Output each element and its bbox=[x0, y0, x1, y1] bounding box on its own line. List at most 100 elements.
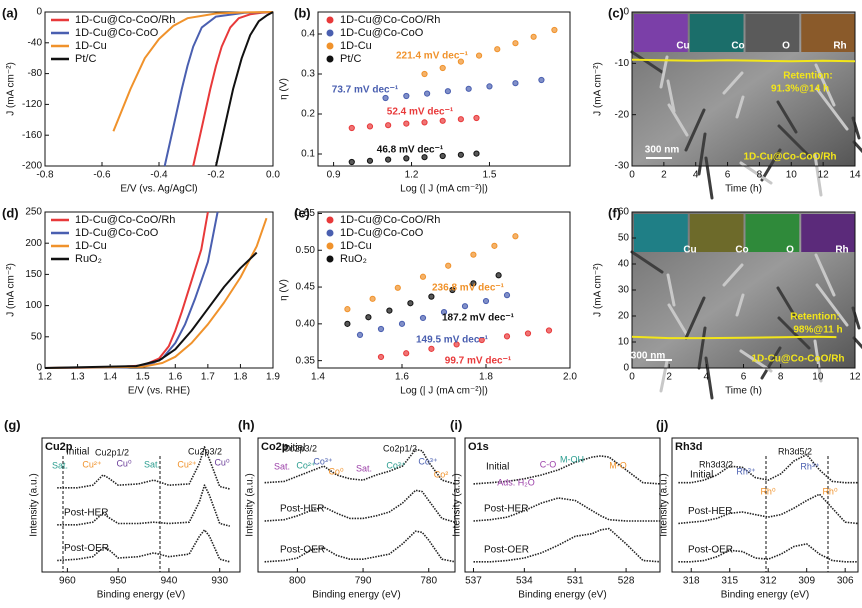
annotation: Co⁰ bbox=[328, 466, 344, 476]
data-point bbox=[530, 33, 537, 40]
sem-texture bbox=[813, 153, 823, 197]
sem-texture bbox=[659, 359, 669, 393]
x-tick-label: 1.5 bbox=[136, 372, 150, 383]
data-point bbox=[428, 293, 435, 300]
x-tick-label: 0.9 bbox=[327, 170, 341, 181]
eds-map bbox=[634, 14, 688, 52]
spectrum bbox=[678, 493, 859, 525]
spectrum bbox=[678, 453, 858, 484]
data-point bbox=[551, 26, 558, 34]
spectrum bbox=[264, 489, 456, 523]
legend-label: RuO₂ bbox=[75, 253, 102, 265]
panel-title: O1s bbox=[468, 441, 489, 453]
data-point bbox=[365, 314, 372, 321]
legend-marker bbox=[326, 16, 334, 24]
x-axis-title: E/V (vs. Ag/AgCl) bbox=[120, 184, 197, 195]
sem-texture bbox=[722, 263, 744, 287]
data-point bbox=[491, 242, 498, 249]
y-tick-label: 0.55 bbox=[296, 208, 316, 219]
legend-marker bbox=[326, 216, 334, 224]
eds-map bbox=[689, 214, 744, 252]
y-tick-label: 0.50 bbox=[296, 245, 316, 256]
eds-map bbox=[745, 14, 800, 52]
spectrum bbox=[264, 448, 456, 485]
sem-texture bbox=[776, 100, 798, 134]
y-axis-title: J (mA cm⁻²) bbox=[593, 62, 604, 116]
data-point bbox=[344, 306, 351, 313]
trace-label: Post-OER bbox=[484, 544, 529, 555]
data-point bbox=[465, 85, 472, 92]
data-point bbox=[421, 70, 428, 78]
annotation: Rh⁰ bbox=[822, 486, 838, 496]
trace-label: Initial bbox=[690, 470, 713, 481]
data-point bbox=[377, 325, 385, 333]
x-tick-label: 1.6 bbox=[395, 372, 409, 383]
y-tick-label: 50 bbox=[31, 331, 43, 342]
legend-label: 1D-Cu@Co-CoO bbox=[75, 227, 159, 239]
y-tick-label: 0.4 bbox=[301, 29, 315, 40]
sem-texture bbox=[815, 87, 849, 131]
y-tick-label: 200 bbox=[25, 238, 42, 249]
spectrum bbox=[678, 543, 858, 563]
panel-label: (h) bbox=[238, 417, 255, 432]
y-axis-title: J (mA cm⁻²) bbox=[6, 62, 17, 116]
data-point bbox=[482, 297, 490, 305]
data-point bbox=[439, 64, 446, 72]
x-tick-label: 10 bbox=[812, 372, 824, 383]
annotation: Cu²⁺ bbox=[82, 459, 102, 469]
x-tick-label: -0.8 bbox=[36, 170, 54, 181]
spectrum bbox=[57, 484, 230, 527]
data-point bbox=[356, 331, 364, 338]
trace-label: Post-HER bbox=[64, 507, 108, 518]
x-tick-label: 12 bbox=[849, 372, 861, 383]
sem-texture bbox=[666, 79, 676, 113]
legend-label: 1D-Cu bbox=[340, 40, 372, 52]
y-tick-label: -200 bbox=[22, 161, 42, 172]
data-point bbox=[461, 303, 469, 310]
annotation: Sat. bbox=[52, 460, 68, 470]
y-tick-label: -120 bbox=[22, 99, 42, 110]
data-point bbox=[421, 119, 428, 126]
panel-label: (g) bbox=[4, 417, 21, 432]
trace-label: Post-OER bbox=[64, 543, 109, 554]
x-tick-label: 1.4 bbox=[311, 372, 325, 383]
legend-label: Pt/C bbox=[340, 53, 361, 65]
annotation: 73.7 mV dec⁻¹ bbox=[332, 85, 399, 96]
legend-marker bbox=[326, 229, 334, 237]
annotation: Co²⁺ bbox=[296, 460, 316, 470]
y-tick-label: 100 bbox=[25, 300, 42, 311]
x-tick-label: 2 bbox=[661, 170, 667, 181]
sem-texture bbox=[776, 286, 798, 320]
x-tick-label: 0.0 bbox=[266, 170, 280, 181]
x-tick-label: 950 bbox=[110, 576, 127, 587]
annotation: Rh³⁺ bbox=[736, 466, 756, 476]
data-point bbox=[382, 94, 389, 102]
annotation: Rh3d3/2 bbox=[699, 459, 733, 469]
data-point bbox=[457, 116, 464, 123]
x-tick-label: 6 bbox=[741, 372, 747, 383]
trace-label: Post-HER bbox=[280, 504, 324, 515]
sem-texture bbox=[777, 316, 811, 350]
annotation: 1D-Cu@Co-CoO/Rh bbox=[751, 354, 844, 365]
x-axis-title: Binding energy (eV) bbox=[518, 590, 606, 601]
data-point bbox=[473, 114, 480, 122]
sem-texture bbox=[852, 336, 862, 350]
panel-label: (d) bbox=[2, 205, 19, 220]
legend-label: 1D-Cu@Co-CoO bbox=[340, 27, 424, 39]
trace-label: Post-HER bbox=[688, 506, 732, 517]
x-tick-label: 306 bbox=[837, 576, 854, 587]
legend-label: 1D-Cu@Co-CoO bbox=[75, 27, 159, 39]
x-tick-label: 1.8 bbox=[233, 372, 247, 383]
y-axis-title: Intensity (a.u.) bbox=[245, 473, 256, 536]
sem-texture bbox=[735, 293, 745, 317]
y-axis-title: Intensity (a.u.) bbox=[659, 473, 670, 536]
data-point bbox=[457, 58, 464, 65]
legend-marker bbox=[326, 242, 334, 250]
y-tick-label: -10 bbox=[615, 58, 630, 69]
data-point bbox=[439, 152, 446, 160]
sem-texture bbox=[704, 356, 714, 400]
legend-label: 1D-Cu@Co-CoO/Rh bbox=[340, 14, 440, 26]
data-point bbox=[403, 120, 410, 127]
annotation: Cu2p3/2 bbox=[188, 446, 222, 456]
x-axis-title: Binding energy (eV) bbox=[312, 590, 400, 601]
